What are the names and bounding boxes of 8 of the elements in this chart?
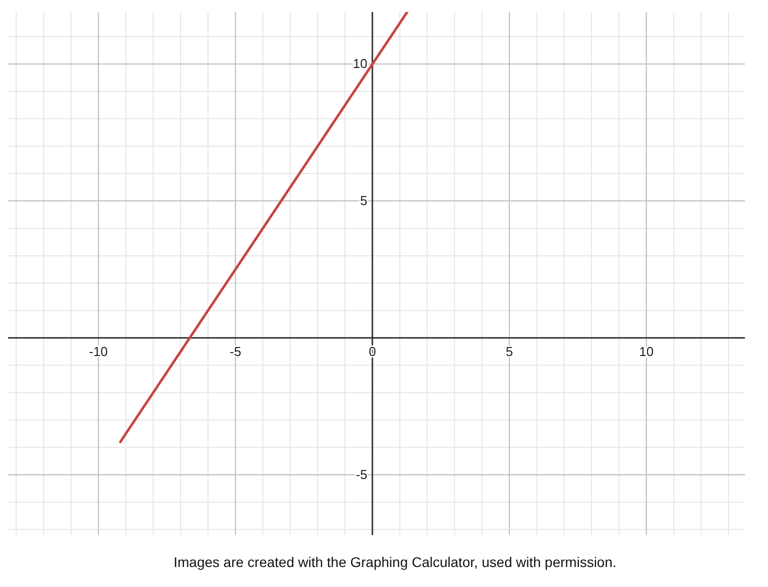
x-tick-label: -10 [89, 344, 108, 359]
x-tick-label: -5 [230, 344, 242, 359]
text: Images are created with the Graphing Calculator, used with permission. [174, 554, 616, 570]
y-tick-label: 5 [360, 192, 368, 208]
x-tick-label: 10 [639, 344, 654, 359]
x-tick-label: 5 [506, 344, 513, 359]
y-tick-label: 10 [352, 56, 368, 72]
y-tick-label: -5 [356, 466, 368, 482]
